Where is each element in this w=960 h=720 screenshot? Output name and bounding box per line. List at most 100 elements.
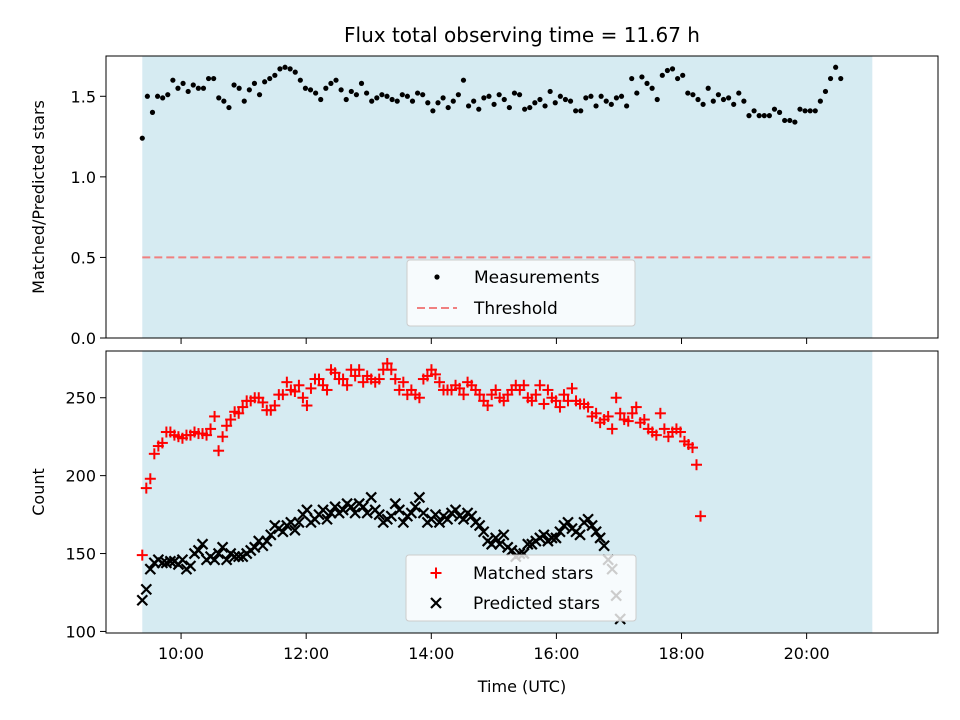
matched-star-point — [221, 420, 233, 432]
measurement-point — [277, 66, 283, 72]
matched-star-point — [526, 395, 538, 407]
measurement-point — [307, 87, 314, 93]
matched-star-point — [373, 373, 385, 385]
measurement-point — [608, 101, 614, 107]
legend-measurements-label: Measurements — [474, 268, 600, 288]
predicted-star-point — [433, 516, 446, 529]
predicted-star-point — [349, 507, 361, 519]
bottom-x-ticks: 10:00 12:00 14:00 16:00 18:00 20:00 — [158, 633, 830, 663]
legend-matched-marker — [430, 567, 442, 579]
matched-star-point — [566, 382, 578, 394]
measurement-point — [700, 101, 706, 107]
matched-star-point — [614, 407, 626, 419]
matched-star-point — [209, 410, 221, 422]
y-tick-label: 150 — [65, 545, 96, 564]
x-tick-label: 10:00 — [158, 644, 204, 663]
matched-star-point — [498, 395, 510, 407]
measurement-point — [802, 108, 808, 114]
top-legend-box — [406, 259, 636, 327]
measurement-point — [501, 96, 507, 103]
measurement-point — [160, 95, 166, 101]
measurement-point — [379, 92, 385, 98]
matched-star-point — [289, 386, 301, 398]
measurement-point — [364, 90, 370, 96]
measurement-point — [175, 85, 181, 91]
measurement-point — [756, 113, 762, 119]
matched-star-point — [542, 384, 554, 396]
matched-star-point — [606, 423, 618, 435]
measurement-point — [552, 100, 558, 106]
x-tick-label: 20:00 — [784, 644, 830, 663]
legend-predicted-marker — [430, 597, 442, 609]
predicted-star-point — [357, 501, 369, 513]
matched-star-point — [281, 376, 293, 388]
predicted-star-point — [497, 529, 510, 541]
measurement-point — [613, 95, 620, 101]
measurements-points — [139, 64, 844, 141]
matched-star-point — [269, 400, 281, 412]
bottom-axes-frame — [105, 350, 939, 634]
measurement-point — [812, 108, 818, 114]
measurement-point — [455, 92, 461, 98]
measurement-point — [782, 117, 788, 124]
predicted-star-point — [136, 594, 149, 607]
predicted-star-point — [465, 510, 478, 522]
predicted-star-point — [261, 535, 273, 547]
measurement-point — [690, 92, 696, 98]
measurement-point — [833, 64, 839, 70]
predicted-star-point — [590, 525, 602, 538]
matched-star-point — [393, 384, 405, 396]
x-tick-label: 18:00 — [658, 644, 704, 663]
matched-star-point — [602, 410, 614, 422]
measurement-point — [567, 98, 574, 104]
measurement-point — [598, 93, 604, 99]
matched-star-point — [357, 376, 369, 388]
measurement-point — [170, 77, 176, 83]
matched-star-point — [630, 401, 642, 413]
y-tick-label: 100 — [65, 622, 96, 641]
predicted-star-point — [538, 529, 550, 541]
x-axis-label: Time (UTC) — [477, 677, 566, 696]
top-legend: Measurements Threshold — [406, 259, 636, 327]
measurement-point — [445, 104, 451, 111]
measurement-point — [695, 96, 701, 103]
measurement-point — [389, 96, 395, 103]
measurement-point — [338, 87, 344, 93]
measurement-point — [516, 92, 523, 98]
matched-star-point — [353, 364, 365, 376]
predicted-star-point — [277, 525, 289, 538]
matched-star-point — [674, 426, 686, 438]
predicted-star-point — [385, 510, 398, 522]
predicted-star-point — [574, 529, 586, 541]
predicted-star-point — [144, 563, 157, 575]
measurement-point — [583, 95, 589, 101]
y-tick-label: 0.5 — [71, 248, 96, 267]
measurement-point — [654, 96, 660, 103]
measurement-point — [476, 106, 482, 112]
matched-star-point — [534, 379, 546, 391]
matched-star-point — [257, 396, 269, 408]
measurement-point — [414, 90, 421, 96]
measurement-point — [547, 88, 553, 95]
measurement-point — [669, 66, 676, 72]
measurement-point — [471, 98, 477, 104]
measurement-point — [440, 95, 446, 101]
matched-star-point — [321, 384, 333, 396]
matched-star-point — [454, 382, 466, 394]
matched-star-point — [237, 401, 249, 413]
predicted-star-point — [232, 550, 245, 563]
predicted-star-point — [397, 516, 410, 529]
matched-star-point — [550, 395, 562, 407]
measurement-point — [292, 69, 298, 75]
matched-star-point — [297, 392, 309, 404]
predicted-star-point — [220, 553, 233, 566]
measurement-point — [460, 77, 467, 83]
measurement-point — [420, 92, 426, 98]
predicted-star-point — [409, 501, 422, 513]
legend-threshold-label: Threshold — [473, 299, 558, 319]
measurement-point — [817, 98, 823, 104]
measurement-point — [394, 98, 400, 104]
measurement-point — [771, 106, 778, 112]
predicted-star-point — [329, 501, 341, 513]
